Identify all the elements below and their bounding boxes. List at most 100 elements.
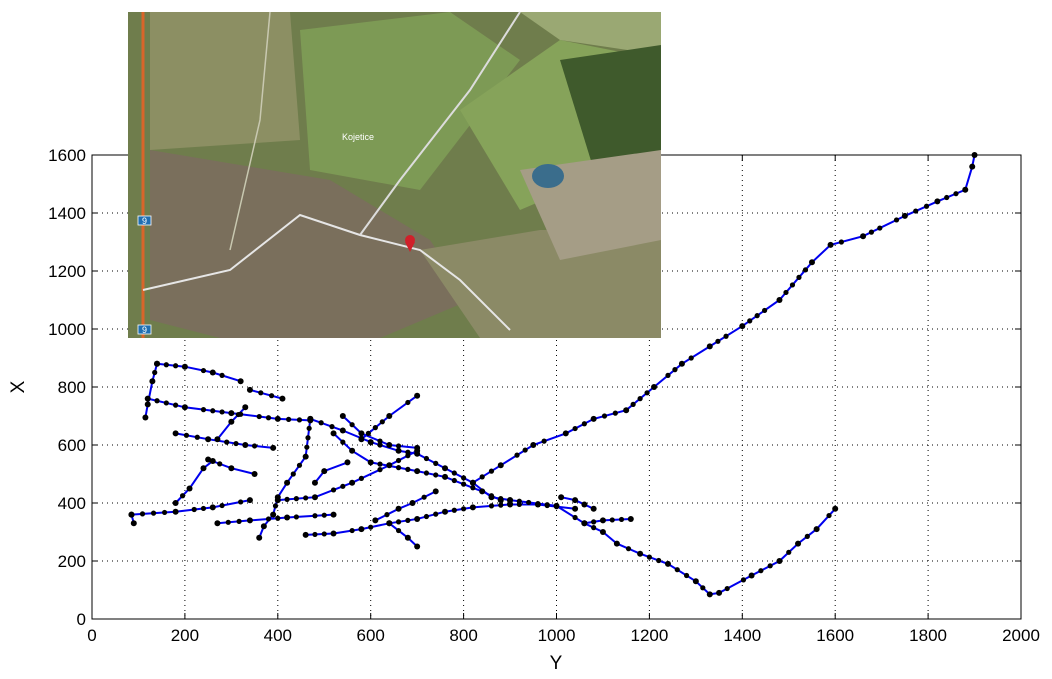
data-point bbox=[305, 435, 311, 441]
data-point bbox=[237, 378, 244, 385]
data-point bbox=[302, 531, 309, 538]
data-point bbox=[404, 534, 411, 541]
data-point bbox=[284, 514, 291, 521]
data-point bbox=[590, 415, 597, 422]
data-point bbox=[683, 572, 690, 579]
data-point bbox=[767, 563, 773, 569]
data-point bbox=[706, 591, 713, 598]
data-point bbox=[674, 567, 680, 573]
data-point bbox=[321, 531, 327, 537]
data-point bbox=[581, 520, 588, 527]
data-point bbox=[329, 424, 335, 430]
data-point bbox=[716, 589, 723, 596]
data-point bbox=[306, 425, 312, 431]
x-tick-label: 0 bbox=[87, 626, 96, 645]
series-line bbox=[156, 362, 241, 383]
data-point bbox=[953, 191, 959, 197]
x-tick-label: 600 bbox=[357, 626, 385, 645]
data-point bbox=[572, 497, 579, 504]
data-point bbox=[625, 546, 632, 552]
data-point bbox=[358, 436, 365, 443]
data-point bbox=[242, 404, 249, 411]
data-point bbox=[451, 507, 457, 513]
data-point bbox=[461, 481, 467, 487]
data-point bbox=[209, 457, 216, 464]
data-point bbox=[303, 495, 309, 501]
data-point bbox=[191, 506, 197, 513]
data-point bbox=[827, 241, 834, 248]
inset-map: 9 9 Kojetice bbox=[128, 11, 661, 338]
data-point bbox=[312, 531, 318, 538]
data-point bbox=[321, 512, 327, 518]
map-road bbox=[229, 11, 271, 251]
data-point bbox=[868, 229, 875, 235]
data-point bbox=[706, 343, 713, 350]
data-point bbox=[349, 447, 356, 454]
data-point bbox=[479, 488, 486, 495]
data-point bbox=[214, 436, 221, 443]
data-point bbox=[637, 550, 644, 557]
data-point bbox=[962, 186, 969, 193]
map-field bbox=[300, 12, 520, 190]
data-point bbox=[377, 438, 383, 444]
data-point bbox=[405, 399, 411, 406]
data-point bbox=[599, 529, 606, 535]
data-point bbox=[405, 517, 411, 524]
data-point bbox=[469, 479, 476, 486]
data-point bbox=[150, 510, 157, 516]
data-point bbox=[433, 472, 439, 478]
x-tick-label: 1800 bbox=[909, 626, 947, 645]
data-point bbox=[194, 434, 200, 440]
map-place-label: Kojetice bbox=[342, 132, 374, 142]
road-shield-label: 9 bbox=[142, 216, 147, 226]
data-point bbox=[318, 420, 324, 426]
data-point bbox=[923, 203, 930, 209]
data-point bbox=[210, 408, 216, 414]
data-point bbox=[637, 396, 643, 402]
data-point bbox=[274, 415, 281, 422]
data-point bbox=[238, 499, 244, 505]
data-point bbox=[572, 425, 578, 432]
data-point bbox=[302, 453, 309, 460]
x-tick-label: 400 bbox=[264, 626, 292, 645]
data-point bbox=[181, 404, 188, 411]
data-point bbox=[386, 442, 393, 448]
data-point bbox=[433, 511, 439, 517]
data-point bbox=[279, 395, 286, 402]
data-point bbox=[172, 430, 179, 437]
data-point bbox=[590, 505, 597, 512]
data-point bbox=[144, 401, 151, 408]
map-pond bbox=[532, 164, 564, 188]
data-point bbox=[838, 239, 844, 245]
data-point bbox=[789, 282, 796, 288]
data-point bbox=[349, 422, 355, 428]
y-tick-label: 800 bbox=[58, 378, 86, 397]
data-point bbox=[372, 425, 378, 431]
data-point bbox=[311, 479, 318, 486]
data-point bbox=[601, 413, 608, 419]
data-point bbox=[358, 526, 365, 533]
data-point bbox=[242, 442, 249, 448]
data-point bbox=[877, 225, 883, 231]
data-point bbox=[808, 259, 815, 266]
x-tick-label: 1000 bbox=[538, 626, 576, 645]
data-point bbox=[340, 439, 346, 445]
data-point bbox=[307, 415, 314, 422]
data-point bbox=[535, 500, 541, 507]
data-point bbox=[386, 413, 393, 419]
data-point bbox=[270, 444, 277, 451]
data-point bbox=[200, 407, 207, 413]
data-point bbox=[724, 585, 730, 592]
data-point bbox=[664, 560, 671, 567]
data-point bbox=[451, 470, 457, 476]
data-point bbox=[442, 473, 449, 480]
data-point bbox=[423, 455, 430, 462]
data-point bbox=[219, 502, 225, 509]
data-point bbox=[205, 456, 212, 463]
map-field bbox=[150, 12, 300, 150]
data-point bbox=[365, 430, 371, 436]
data-point bbox=[228, 465, 235, 472]
data-point bbox=[349, 479, 356, 486]
map-road bbox=[359, 11, 521, 236]
